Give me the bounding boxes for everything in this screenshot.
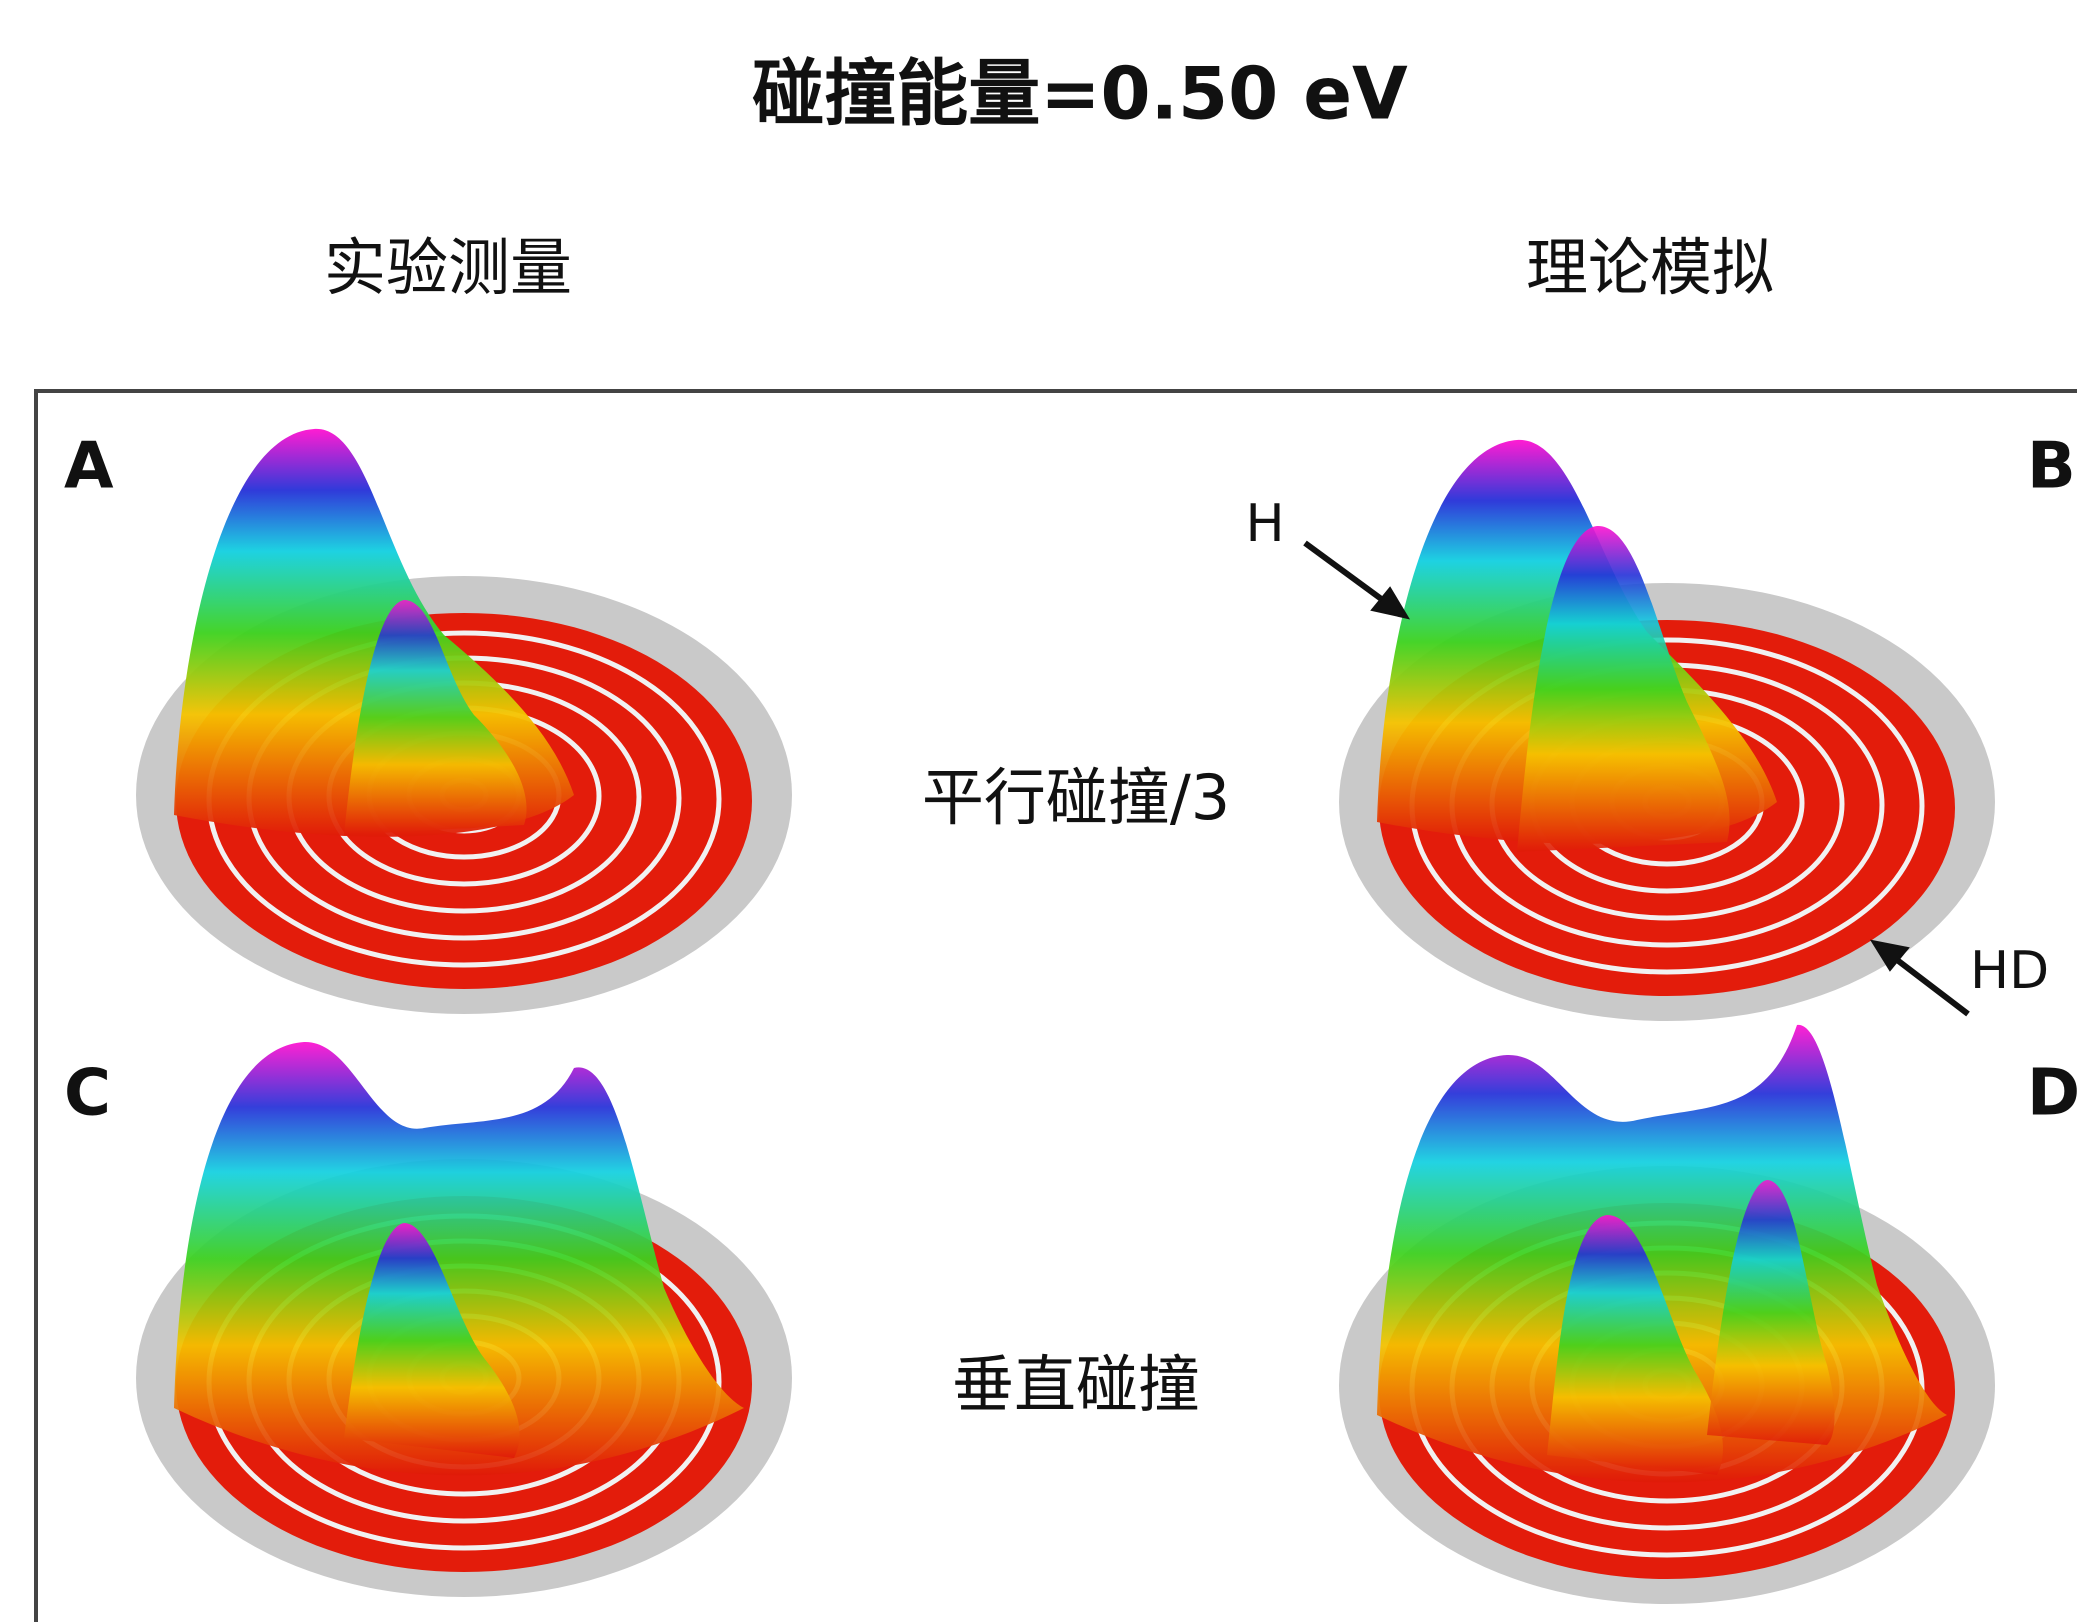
row-label: 平行碰撞/3 bbox=[922, 761, 1230, 834]
surface-plot bbox=[136, 1042, 792, 1597]
title: 碰撞能量=0.50 eV bbox=[752, 52, 1408, 136]
column-header: 理论模拟 bbox=[1526, 231, 1774, 304]
surface-plot bbox=[1339, 1025, 1995, 1604]
annotation: HD bbox=[1970, 941, 2049, 1001]
column-header: 实验测量 bbox=[324, 231, 572, 304]
panel-label: B bbox=[2027, 430, 2076, 504]
arrow bbox=[1305, 543, 1408, 618]
panel-label: C bbox=[64, 1057, 111, 1131]
surface-plot bbox=[136, 429, 792, 1014]
panel-label: A bbox=[64, 430, 114, 504]
arrow bbox=[1872, 941, 1968, 1014]
surface-plot bbox=[1339, 440, 1995, 1021]
panel-label: D bbox=[2027, 1057, 2077, 1131]
row-label: 垂直碰撞 bbox=[952, 1348, 1200, 1421]
figure: 碰撞能量=0.50 eV 实验测量 理论模拟 A B C D 平行碰撞/3 垂直… bbox=[0, 0, 2077, 1622]
annotation: H bbox=[1245, 494, 1284, 554]
